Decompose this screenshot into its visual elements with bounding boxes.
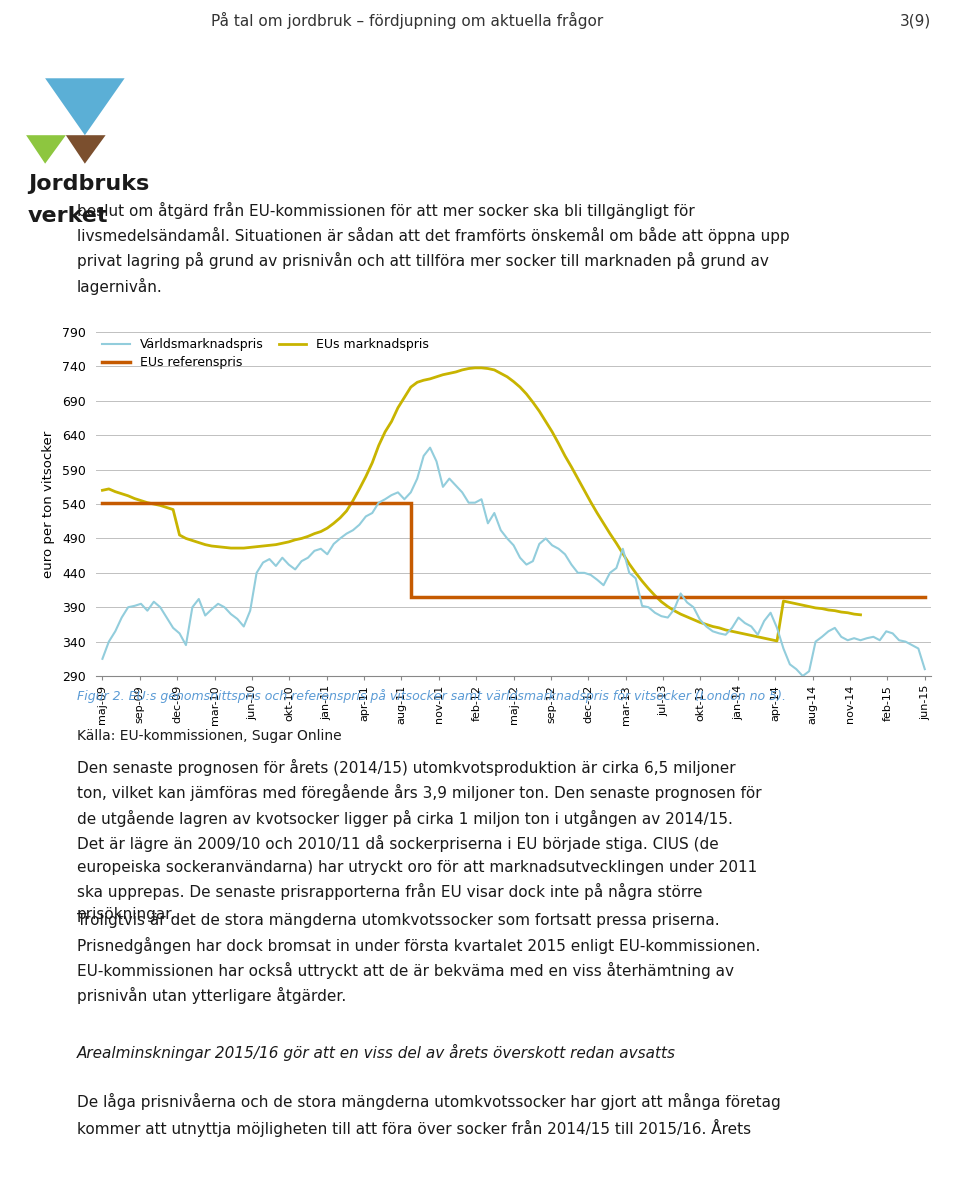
Världsmarknadspris [752, 627, 763, 642]
EUs referenspris [405, 589, 417, 604]
Världsmarknadspris [797, 669, 808, 683]
EUs marknadspris [251, 540, 262, 554]
EUs referenspris [97, 496, 108, 510]
Text: Arealminskningar 2015/16 gör att en viss del av årets överskott redan avsatts: Arealminskningar 2015/16 gör att en viss… [77, 1044, 676, 1060]
Världsmarknadspris [135, 597, 147, 611]
Världsmarknadspris [97, 652, 108, 667]
Världsmarknadspris [591, 573, 603, 587]
Y-axis label: euro per ton vitsocker: euro per ton vitsocker [42, 431, 56, 578]
EUs marknadspris [546, 425, 558, 439]
Polygon shape [66, 135, 106, 164]
Text: På tal om jordbruk – fördjupning om aktuella frågor: På tal om jordbruk – fördjupning om aktu… [211, 12, 604, 30]
Världsmarknadspris [424, 440, 436, 454]
Världsmarknadspris [829, 620, 841, 635]
EUs referenspris [919, 589, 930, 604]
EUs marknadspris [854, 607, 866, 621]
Text: De låga prisnivåerna och de stora mängderna utomkvotssocker har gjort att många : De låga prisnivåerna och de stora mängde… [77, 1093, 780, 1137]
Text: Jordbruks: Jordbruks [28, 173, 149, 193]
Line: EUs marknadspris: EUs marknadspris [103, 368, 860, 640]
Text: beslut om åtgärd från EU-kommissionen för att mer socker ska bli tillgängligt fö: beslut om åtgärd från EU-kommissionen fö… [77, 202, 789, 295]
Text: Den senaste prognosen för årets (2014/15) utomkvotsproduktion är cirka 6,5 miljo: Den senaste prognosen för årets (2014/15… [77, 759, 761, 923]
Text: verket: verket [28, 206, 108, 227]
EUs marknadspris [334, 511, 346, 525]
Världsmarknadspris [534, 537, 545, 551]
EUs marknadspris [656, 594, 667, 608]
Text: Figur 2. EU:s genomsnittspris och referenspris på vitsocker samt världsmarknadsp: Figur 2. EU:s genomsnittspris och refere… [77, 689, 786, 703]
Legend: Världsmarknadspris, EUs referenspris, EUs marknadspris: Världsmarknadspris, EUs referenspris, EU… [97, 333, 434, 375]
EUs marknadspris [771, 633, 782, 648]
Line: EUs referenspris: EUs referenspris [103, 503, 924, 597]
Text: Källa: EU-kommissionen, Sugar Online: Källa: EU-kommissionen, Sugar Online [77, 729, 342, 744]
Polygon shape [45, 78, 125, 135]
Polygon shape [26, 135, 66, 164]
Line: Världsmarknadspris: Världsmarknadspris [103, 447, 924, 676]
EUs referenspris [405, 496, 417, 510]
EUs marknadspris [713, 620, 725, 635]
Världsmarknadspris [322, 547, 333, 561]
Text: 3(9): 3(9) [900, 13, 931, 28]
Världsmarknadspris [919, 662, 930, 676]
EUs marknadspris [469, 361, 481, 375]
Text: Troligtvis är det de stora mängderna utomkvotssocker som fortsatt pressa prisern: Troligtvis är det de stora mängderna uto… [77, 913, 760, 1005]
EUs marknadspris [752, 630, 763, 644]
EUs marknadspris [97, 483, 108, 497]
